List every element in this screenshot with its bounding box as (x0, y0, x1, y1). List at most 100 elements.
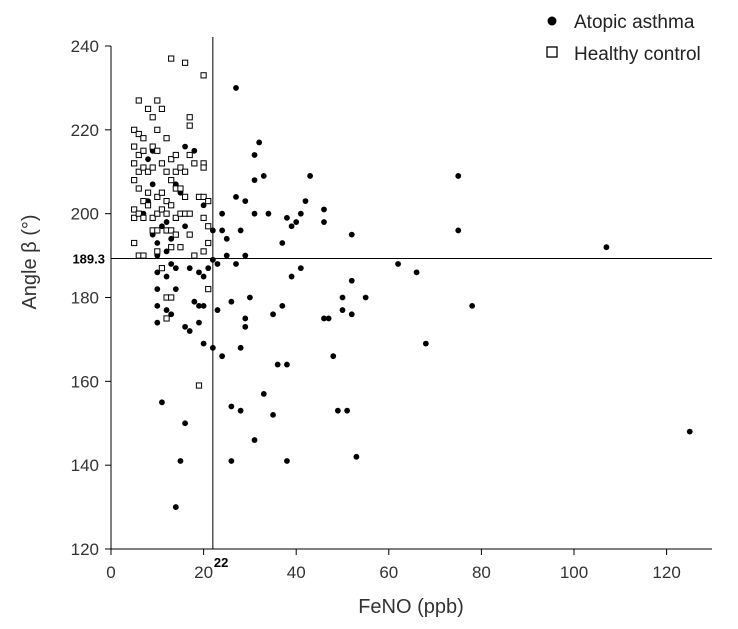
data-point-atopic-asthma (200, 302, 207, 309)
data-point-healthy-control (168, 177, 175, 184)
data-point-healthy-control (205, 286, 212, 293)
data-point-healthy-control (172, 231, 179, 238)
data-point-atopic-asthma (191, 147, 198, 154)
data-point-atopic-asthma (214, 261, 221, 267)
data-point-atopic-asthma (307, 173, 313, 179)
data-point-atopic-asthma (200, 340, 207, 347)
data-point-healthy-control (195, 382, 203, 389)
data-point-atopic-asthma (288, 223, 295, 230)
data-point-atopic-asthma (284, 214, 290, 221)
data-point-healthy-control (135, 97, 142, 104)
data-point-healthy-control (131, 126, 138, 133)
data-point-atopic-asthma (223, 252, 230, 259)
data-point-atopic-asthma (163, 219, 170, 225)
x-tick-label: 20 (194, 563, 213, 582)
data-point-healthy-control (140, 147, 147, 154)
x-axis-title: FeNO (ppb) (358, 596, 464, 618)
data-point-atopic-asthma (334, 407, 341, 414)
legend-marker-healthy-control (546, 46, 558, 58)
data-point-healthy-control (168, 294, 175, 301)
data-point-healthy-control (186, 114, 193, 121)
data-point-atopic-asthma (265, 210, 272, 217)
data-point-atopic-asthma (288, 273, 295, 280)
data-point-healthy-control (205, 223, 212, 230)
data-point-healthy-control (135, 151, 142, 159)
data-point-healthy-control (168, 227, 175, 234)
y-tick-label: 140 (71, 456, 99, 475)
series-healthy-control (131, 55, 212, 389)
data-point-atopic-asthma (242, 323, 249, 330)
legend: Atopic asthma Healthy control (546, 12, 701, 65)
data-point-atopic-asthma (145, 156, 151, 163)
data-point-healthy-control (200, 214, 207, 221)
data-point-atopic-asthma (325, 315, 332, 322)
data-point-healthy-control (172, 151, 179, 159)
data-point-healthy-control (186, 151, 193, 159)
data-point-atopic-asthma (233, 194, 239, 200)
data-point-healthy-control (181, 59, 189, 66)
data-point-healthy-control (149, 143, 156, 150)
data-point-atopic-asthma (242, 315, 249, 322)
data-point-healthy-control (135, 130, 142, 138)
data-point-atopic-asthma (247, 294, 253, 301)
x-axis-ticks: 0 20 40 60 80 100 120 (106, 549, 681, 582)
data-point-healthy-control (186, 122, 193, 129)
data-point-healthy-control (163, 210, 170, 217)
data-point-healthy-control (135, 168, 142, 175)
data-point-healthy-control (131, 143, 138, 150)
data-point-atopic-asthma (196, 269, 202, 276)
data-point-atopic-asthma (149, 181, 156, 188)
data-point-healthy-control (172, 168, 179, 175)
data-point-atopic-asthma (284, 361, 290, 368)
data-point-healthy-control (158, 105, 166, 112)
data-point-healthy-control (140, 252, 147, 259)
data-point-atopic-asthma (172, 265, 179, 272)
data-point-atopic-asthma (163, 273, 170, 280)
data-point-healthy-control (154, 126, 161, 133)
data-point-atopic-asthma (219, 227, 226, 234)
data-point-atopic-asthma (321, 219, 327, 225)
data-point-atopic-asthma (293, 219, 300, 225)
data-point-atopic-asthma (284, 458, 290, 464)
data-point-atopic-asthma (270, 311, 276, 318)
data-point-atopic-asthma (321, 206, 327, 213)
data-point-atopic-asthma (196, 319, 202, 326)
data-point-healthy-control (144, 105, 152, 112)
y-tick-label: 240 (71, 37, 99, 56)
x-tick-label: 0 (106, 563, 115, 582)
data-point-atopic-asthma (251, 152, 258, 158)
data-point-atopic-asthma (168, 261, 175, 267)
data-point-healthy-control (200, 72, 207, 79)
data-point-atopic-asthma (321, 315, 327, 322)
data-point-atopic-asthma (186, 265, 193, 272)
data-point-atopic-asthma (353, 453, 360, 460)
data-point-atopic-asthma (228, 298, 235, 305)
data-point-atopic-asthma (172, 286, 179, 293)
vertical-reference-label: 22 (214, 555, 228, 570)
data-point-atopic-asthma (297, 210, 304, 217)
data-point-healthy-control (158, 206, 166, 213)
data-point-healthy-control (144, 189, 152, 196)
data-point-healthy-control (181, 168, 189, 175)
data-point-healthy-control (131, 206, 138, 213)
legend-marker-atopic-asthma (547, 16, 557, 26)
x-tick-label: 40 (287, 563, 306, 582)
data-point-atopic-asthma (233, 261, 239, 267)
data-point-healthy-control (149, 214, 156, 221)
data-point-atopic-asthma (233, 85, 239, 91)
data-point-healthy-control (140, 197, 147, 205)
data-point-atopic-asthma (168, 311, 175, 318)
data-point-atopic-asthma (362, 294, 369, 301)
data-point-atopic-asthma (469, 302, 476, 309)
data-point-healthy-control (168, 156, 175, 163)
data-point-atopic-asthma (302, 198, 309, 204)
data-point-atopic-asthma (228, 458, 235, 464)
data-point-healthy-control (177, 244, 184, 251)
data-point-atopic-asthma (274, 361, 281, 368)
data-point-atopic-asthma (209, 344, 216, 351)
y-tick-label: 180 (71, 289, 99, 308)
data-point-healthy-control (140, 135, 147, 142)
y-tick-label: 220 (71, 121, 99, 140)
data-point-healthy-control (131, 239, 138, 247)
data-point-healthy-control (140, 214, 147, 221)
